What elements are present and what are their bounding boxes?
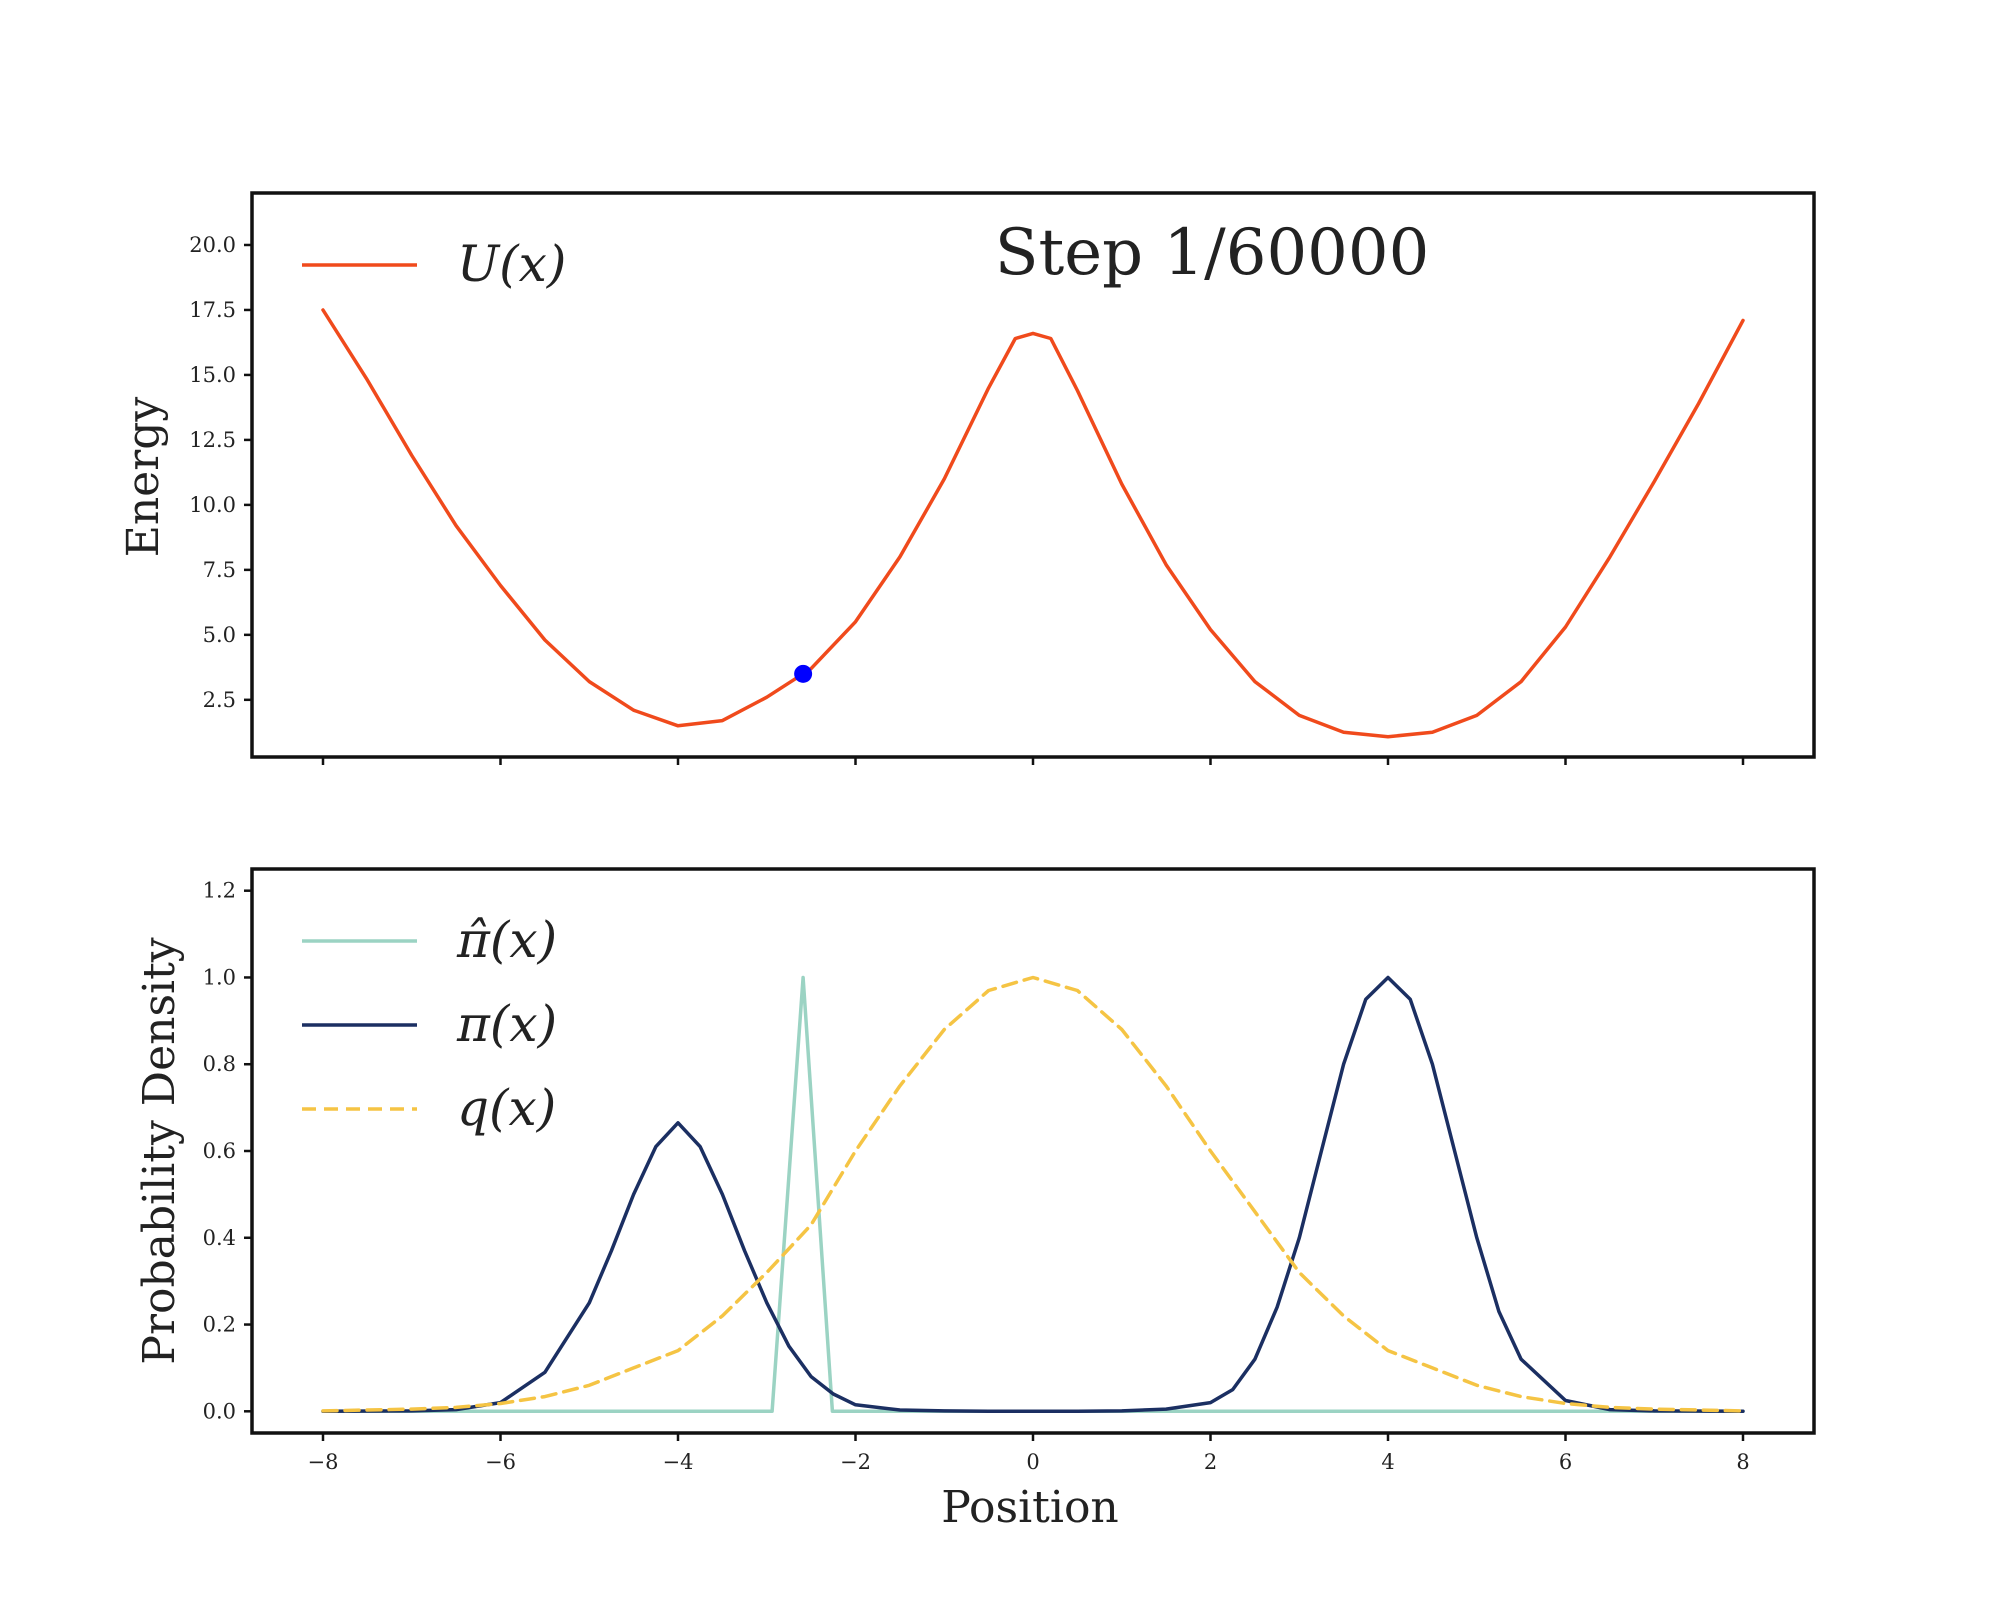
density-ytick-label: 0.6: [203, 1139, 236, 1163]
density-legend-label: q(x): [457, 1079, 556, 1137]
current-position-marker: [794, 664, 813, 683]
density-xtick-label: 6: [1559, 1450, 1572, 1474]
energy-axes-frame: [250, 191, 1816, 759]
density-xlabel: Position: [941, 1482, 1119, 1533]
energy-legend-label: U(x): [457, 235, 566, 293]
density-ytick-label: 1.2: [203, 879, 236, 903]
step-label: Step 1/60000: [995, 216, 1430, 290]
energy-panel: 2.5 5.0 7.5 10.0 12.5 15.0 17.5 20.0 Energy Ste…: [118, 191, 1816, 765]
density-xtick-label: 2: [1204, 1450, 1217, 1474]
density-xtick-label: 8: [1736, 1450, 1749, 1474]
density-xtick-label: −4: [663, 1450, 694, 1474]
density-legend: π̂(x) π(x) q(x): [302, 911, 557, 1137]
energy-ytick-label: 20.0: [189, 233, 236, 257]
energy-ylabel: Energy: [118, 397, 169, 558]
density-ylabel: Probability Density: [134, 937, 185, 1364]
energy-ytick-label: 7.5: [203, 558, 236, 582]
density-xtick-label: −2: [840, 1450, 871, 1474]
density-xtick-label: −8: [308, 1450, 339, 1474]
density-ytick-label: 0.2: [203, 1313, 236, 1337]
density-ytick-label: 0.0: [203, 1399, 236, 1423]
density-xtick-label: −6: [485, 1450, 516, 1474]
density-ytick-label: 1.0: [203, 965, 236, 989]
energy-ytick-label: 15.0: [189, 363, 236, 387]
density-series-line-3: [321, 975, 1745, 1413]
density-plot-area: 0.0 0.2 0.4 0.6 0.8 1.0 1.2 −8 −6 −4 −2 0 2 4 6 8: [203, 879, 1750, 1474]
density-legend-label: π̂(x): [456, 911, 557, 969]
energy-ytick-label: 10.0: [189, 493, 236, 517]
energy-ytick-label: 12.5: [189, 428, 236, 452]
energy-ytick-label: 2.5: [203, 688, 236, 712]
energy-legend: U(x): [302, 235, 566, 293]
density-ytick-label: 0.4: [203, 1226, 236, 1250]
density-axes-frame: [250, 867, 1816, 1435]
density-xtick-label: 4: [1381, 1450, 1394, 1474]
density-ytick-label: 0.8: [203, 1052, 236, 1076]
energy-plot-area: 2.5 5.0 7.5 10.0 12.5 15.0 17.5 20.0: [189, 233, 1745, 765]
energy-ytick-label: 5.0: [203, 623, 236, 647]
density-series-line-2: [321, 975, 1745, 1414]
energy-series-line-1: [321, 308, 1745, 739]
density-legend-label: π(x): [456, 995, 557, 1053]
energy-ytick-label: 17.5: [189, 298, 236, 322]
density-xtick-label: 0: [1026, 1450, 1039, 1474]
density-panel: 0.0 0.2 0.4 0.6 0.8 1.0 1.2 −8 −6 −4 −2 0 2 4 6 8 Proba…: [134, 867, 1816, 1533]
